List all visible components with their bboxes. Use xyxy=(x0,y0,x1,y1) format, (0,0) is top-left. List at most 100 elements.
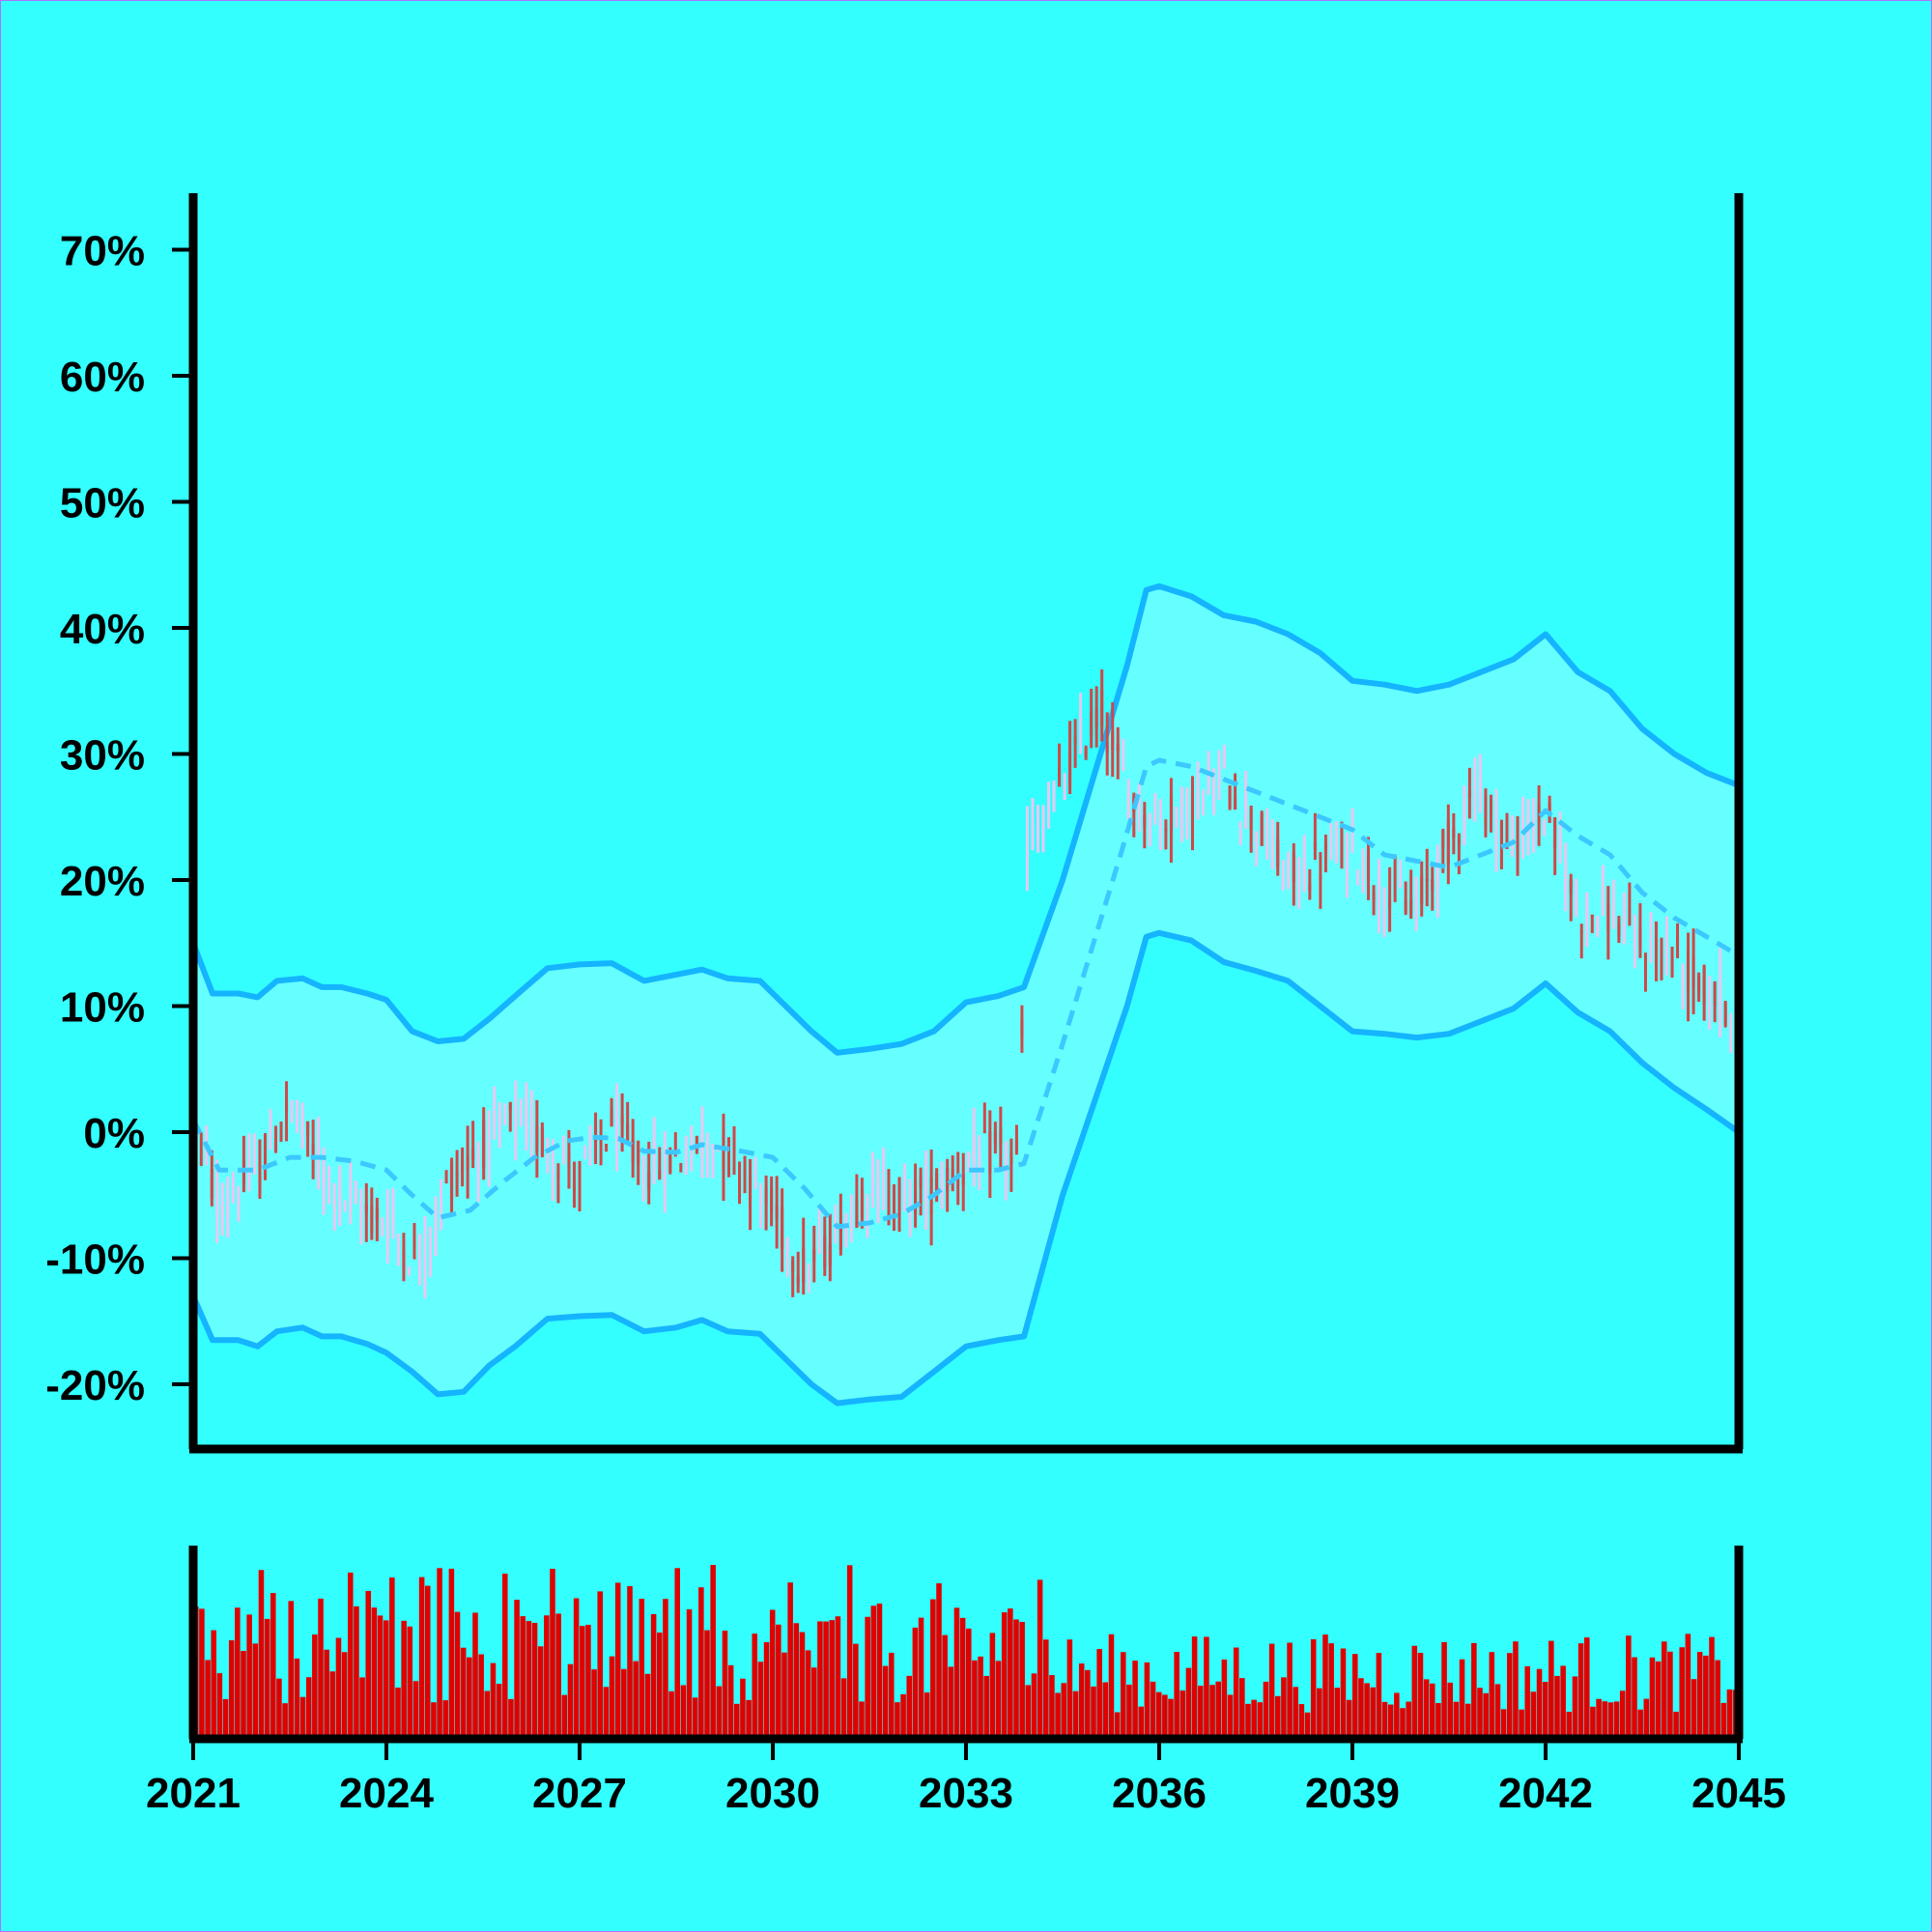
volume-bar xyxy=(603,1687,610,1739)
volume-bar xyxy=(1049,1675,1055,1739)
volume-bar xyxy=(1607,1702,1614,1739)
candle-body xyxy=(551,1158,554,1173)
tick-labels: -20% -10% 0% 10% 20% 30% 40% 50% 60% 70% 2021 2024 2… xyxy=(45,228,1786,1818)
volume-bar xyxy=(1025,1685,1032,1739)
volume-bar xyxy=(1310,1638,1317,1739)
volume-bar xyxy=(906,1675,912,1739)
candle-body xyxy=(1467,790,1471,798)
volume-bar xyxy=(1394,1692,1400,1739)
candle-body xyxy=(982,1131,986,1133)
candle-body xyxy=(1478,773,1482,800)
candle-body xyxy=(1601,888,1605,907)
candle-body xyxy=(749,1177,753,1203)
volume-bar xyxy=(1091,1686,1096,1739)
volume-bar xyxy=(1275,1695,1281,1739)
volume-bar xyxy=(639,1599,645,1739)
candle-body xyxy=(1382,915,1386,918)
volume-bar xyxy=(1251,1699,1257,1739)
volume-bar xyxy=(1096,1649,1102,1739)
volume-bar xyxy=(1590,1706,1596,1739)
candle-body xyxy=(1217,771,1221,780)
volume-bar xyxy=(1696,1651,1703,1739)
candle-body xyxy=(285,1097,289,1115)
candle-body xyxy=(1323,841,1327,852)
candle-body xyxy=(1334,838,1338,851)
volume-bar xyxy=(989,1633,996,1739)
volume-bar xyxy=(698,1587,704,1739)
volume-bar xyxy=(531,1622,538,1739)
candle-body xyxy=(396,1237,400,1239)
volume-bar xyxy=(371,1607,378,1739)
candle-body xyxy=(279,1134,283,1136)
volume-bar xyxy=(454,1611,461,1739)
volume-bar xyxy=(1150,1681,1156,1739)
candle-body xyxy=(641,1186,645,1189)
y-tick-label: 20% xyxy=(60,858,145,905)
volume-bar xyxy=(805,1650,811,1739)
volume-bar xyxy=(305,1677,312,1739)
y-tick-label: 10% xyxy=(60,984,145,1032)
candle-body xyxy=(199,1137,203,1139)
candle-body xyxy=(1276,838,1280,867)
candle-body xyxy=(1319,876,1322,879)
candle-body xyxy=(237,1198,241,1207)
volume-bar xyxy=(1554,1675,1560,1739)
candle-body xyxy=(738,1173,742,1184)
candle-body xyxy=(1100,689,1104,726)
candle-body xyxy=(631,1140,635,1162)
candle-body xyxy=(781,1207,784,1250)
candle-body xyxy=(546,1152,550,1158)
volume-bar xyxy=(514,1600,520,1739)
candle-body xyxy=(637,1141,640,1164)
volume-bar xyxy=(216,1673,223,1739)
volume-bar xyxy=(918,1617,924,1739)
volume-bar xyxy=(859,1701,865,1739)
volume-bar xyxy=(793,1623,800,1739)
candle-body xyxy=(567,1150,571,1170)
volume-bar xyxy=(437,1568,442,1739)
candle-body xyxy=(1606,902,1610,933)
volume-bar xyxy=(1144,1662,1151,1739)
candle-body xyxy=(870,1165,874,1180)
candle-body xyxy=(897,1182,901,1214)
volume-bar xyxy=(840,1678,847,1739)
candle-body xyxy=(487,1120,491,1157)
candle-body xyxy=(849,1211,853,1218)
volume-bar xyxy=(222,1699,229,1739)
candle-body xyxy=(1190,794,1194,826)
candle-body xyxy=(1723,1002,1727,1026)
volume-bar xyxy=(1507,1653,1513,1739)
volume-bar xyxy=(1584,1637,1590,1739)
candle-body xyxy=(1702,967,1706,1005)
moving-average-line xyxy=(190,757,1741,1230)
volume-bar xyxy=(734,1703,740,1739)
candle-body xyxy=(476,1153,480,1173)
volume-bar xyxy=(580,1626,585,1739)
volume-bar xyxy=(1215,1681,1221,1739)
candle-body xyxy=(881,1176,885,1201)
volume-bar xyxy=(1352,1654,1358,1739)
volume-bar xyxy=(1304,1712,1311,1739)
x-tick-label: 2036 xyxy=(1112,1770,1207,1817)
volume-bar xyxy=(585,1624,591,1739)
y-tick-label: 60% xyxy=(60,354,145,401)
volume-bar xyxy=(912,1627,919,1739)
volume-bar xyxy=(1317,1688,1322,1739)
candle-body xyxy=(300,1108,304,1133)
volume-bar xyxy=(930,1599,936,1739)
candle-body xyxy=(1058,768,1062,778)
volume-bar xyxy=(1185,1667,1192,1739)
volume-bar xyxy=(942,1634,948,1739)
volume-bar xyxy=(763,1642,770,1739)
volume-bar xyxy=(1370,1687,1376,1739)
volume-bar xyxy=(633,1661,639,1739)
volume-bar xyxy=(1364,1683,1370,1739)
candle-body xyxy=(1297,868,1301,889)
candle-body xyxy=(1505,829,1509,837)
volume-bar xyxy=(252,1643,259,1739)
volume-bar xyxy=(1328,1643,1334,1739)
candle-body xyxy=(1649,939,1653,962)
volume-bar xyxy=(644,1673,651,1739)
volume-bar xyxy=(1417,1653,1424,1739)
volume-bar xyxy=(1560,1665,1566,1739)
